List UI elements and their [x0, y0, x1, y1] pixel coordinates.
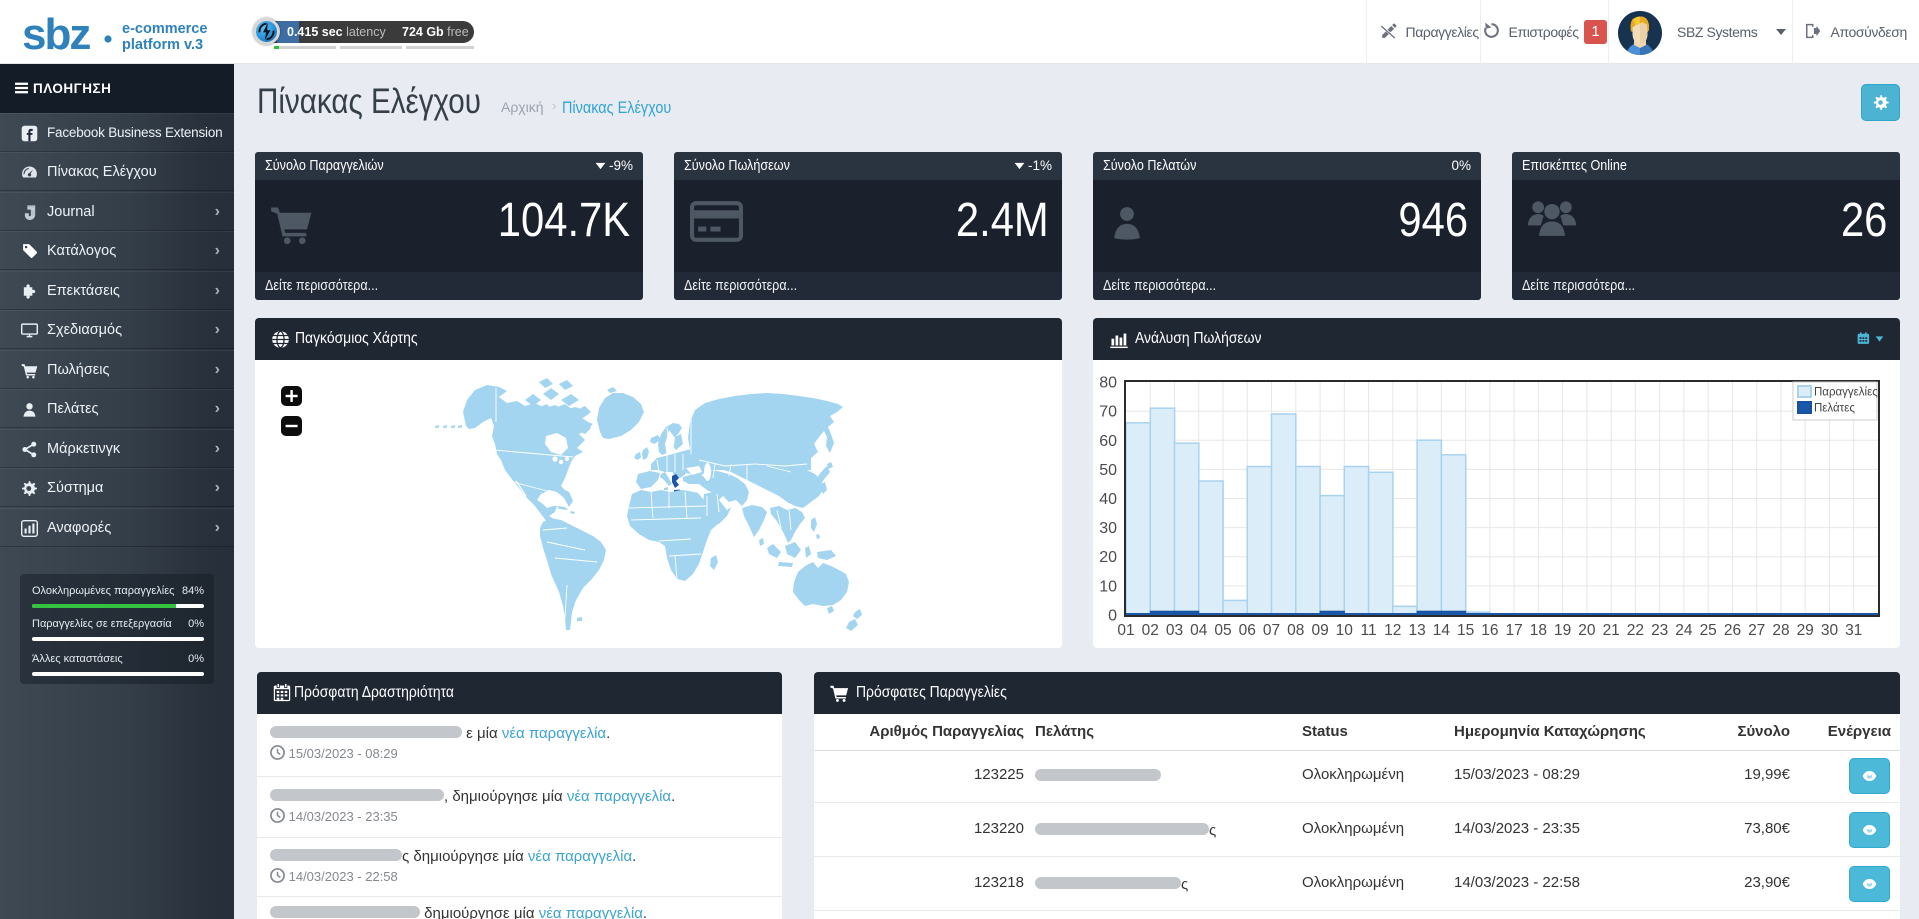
svg-text:21: 21 [1603, 622, 1620, 639]
svg-text:60: 60 [1099, 433, 1117, 450]
svg-text:10: 10 [1336, 622, 1354, 639]
svg-text:26: 26 [1724, 622, 1741, 639]
svg-text:05: 05 [1214, 622, 1231, 639]
svg-text:22: 22 [1627, 622, 1644, 639]
svg-text:platform v.3: platform v.3 [122, 37, 203, 53]
svg-text:10: 10 [1099, 578, 1117, 595]
svg-text:50: 50 [1099, 462, 1117, 479]
svg-text:23: 23 [1651, 622, 1668, 639]
svg-text:30: 30 [1099, 520, 1117, 537]
svg-text:01: 01 [1117, 622, 1134, 639]
svg-text:31: 31 [1845, 622, 1862, 639]
svg-text:11: 11 [1361, 622, 1377, 639]
svg-text:sbz: sbz [24, 10, 90, 56]
svg-text:80: 80 [1099, 375, 1117, 392]
svg-text:19: 19 [1554, 622, 1571, 639]
svg-text:16: 16 [1481, 622, 1498, 639]
svg-text:02: 02 [1142, 622, 1159, 639]
svg-text:07: 07 [1263, 622, 1280, 639]
svg-text:12: 12 [1384, 622, 1401, 639]
svg-text:30: 30 [1821, 622, 1839, 639]
svg-text:06: 06 [1239, 622, 1256, 639]
svg-text:Πελάτες: Πελάτες [1814, 403, 1855, 415]
svg-text:29: 29 [1797, 622, 1814, 639]
svg-text:17: 17 [1505, 622, 1522, 639]
svg-text:24: 24 [1675, 622, 1693, 639]
svg-text:13: 13 [1408, 622, 1425, 639]
svg-text:20: 20 [1578, 622, 1596, 639]
svg-text:20: 20 [1099, 549, 1117, 566]
svg-text:25: 25 [1700, 622, 1717, 639]
svg-text:15: 15 [1457, 622, 1474, 639]
svg-text:28: 28 [1772, 622, 1789, 639]
svg-text:09: 09 [1311, 622, 1328, 639]
svg-text:0: 0 [1108, 608, 1117, 625]
svg-text:e-commerce: e-commerce [122, 21, 207, 37]
svg-text:27: 27 [1748, 622, 1765, 639]
svg-text:03: 03 [1166, 622, 1183, 639]
svg-text:40: 40 [1099, 491, 1117, 508]
svg-text:04: 04 [1190, 622, 1208, 639]
svg-text:70: 70 [1099, 404, 1117, 421]
svg-text:Παραγγελίες: Παραγγελίες [1814, 387, 1878, 399]
svg-text:08: 08 [1287, 622, 1304, 639]
svg-text:18: 18 [1530, 622, 1547, 639]
svg-text:14: 14 [1433, 622, 1451, 639]
